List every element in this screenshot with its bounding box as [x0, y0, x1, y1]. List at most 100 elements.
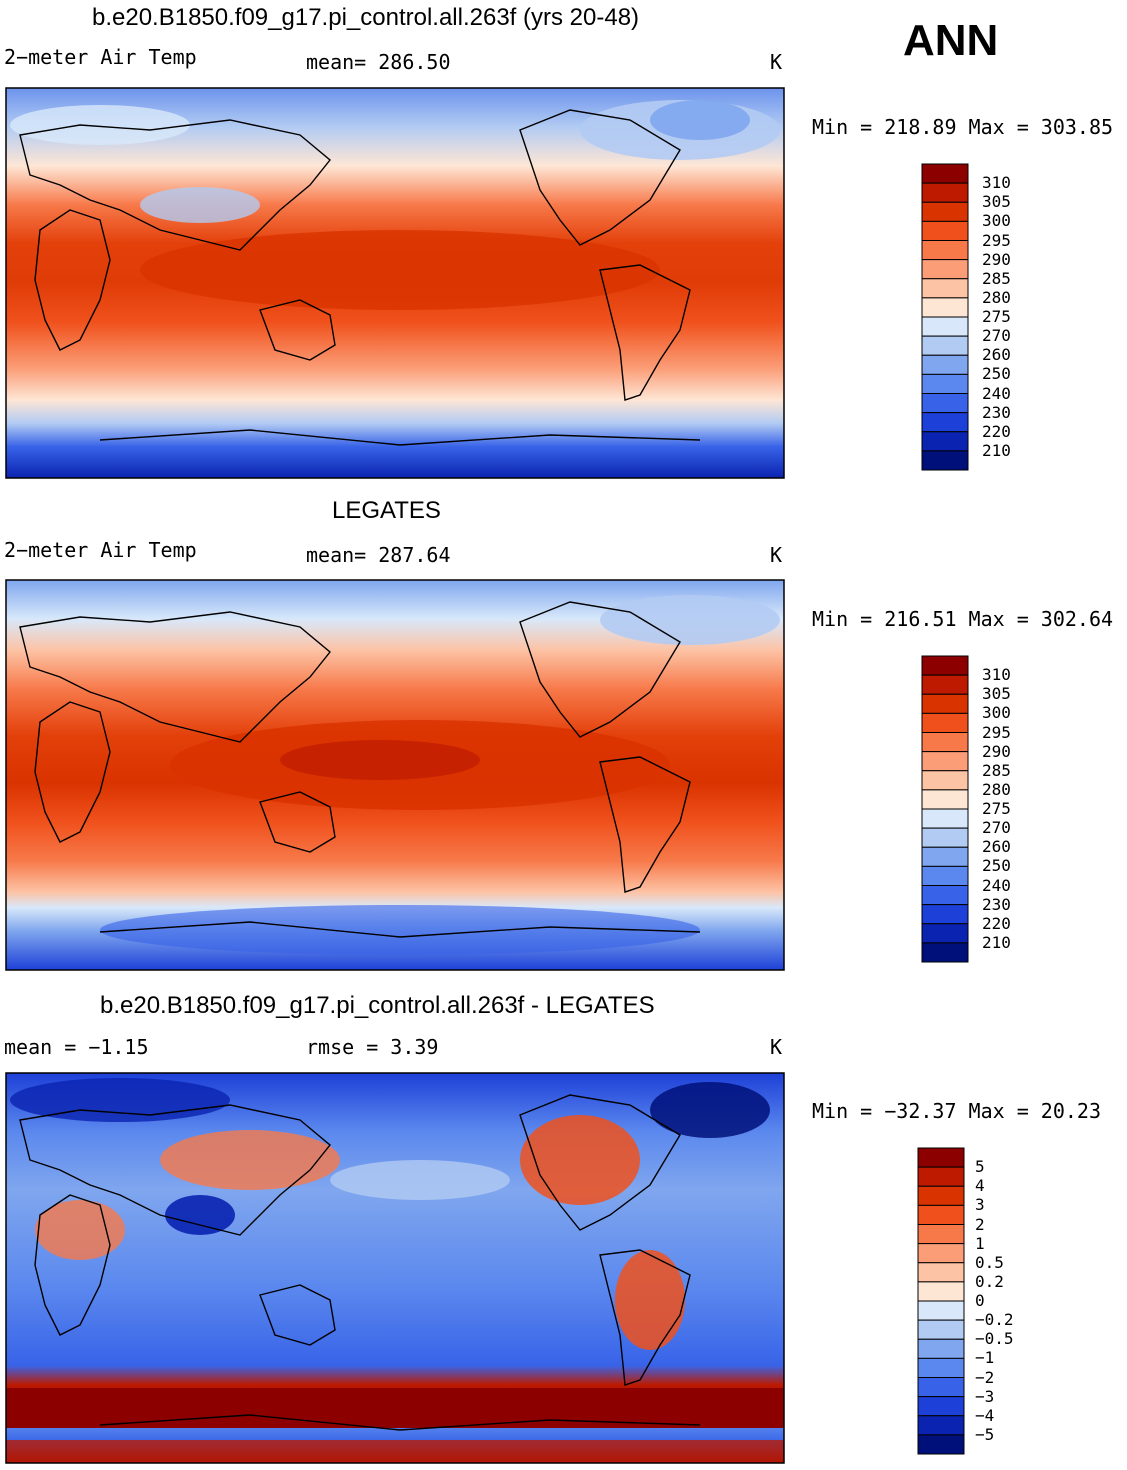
colorbar-box [917, 1147, 965, 1168]
colorbar-tick-label: 250 [982, 364, 1011, 384]
colorbar-tick-label: −1 [975, 1348, 995, 1368]
colorbar-tick-label: 5 [975, 1157, 985, 1177]
colorbar-tick-label: 3 [975, 1195, 985, 1215]
colorbar-box [921, 732, 969, 753]
colorbar-box [921, 885, 969, 906]
colorbar-box [921, 751, 969, 772]
colorbar-box [921, 450, 969, 471]
colorbar-tick-label: 305 [982, 684, 1011, 704]
panel2-variable-label: 2−meter Air Temp [4, 538, 197, 562]
colorbar-tick-label: 290 [982, 249, 1011, 269]
colorbar-tick-label: 285 [982, 760, 1011, 780]
panel3-frame [5, 1072, 785, 1464]
colorbar-box [921, 278, 969, 299]
colorbar-tick-label: 280 [982, 779, 1011, 799]
colorbar-box [921, 904, 969, 925]
panel2-map [6, 580, 784, 970]
colorbar-tick-label: 295 [982, 722, 1011, 742]
colorbar-tick-label: 1 [975, 1233, 985, 1253]
colorbar-box [921, 240, 969, 261]
colorbar-tick-label: 270 [982, 326, 1011, 346]
colorbar-box [921, 220, 969, 241]
panel3-units: K [770, 1035, 783, 1059]
colorbar-box [921, 182, 969, 203]
panel1-units: K [770, 50, 783, 74]
panel1-coastlines [19, 109, 701, 446]
colorbar-tick-label: 300 [982, 703, 1011, 723]
colorbar-tick-label: 300 [982, 211, 1011, 231]
colorbar-box [921, 655, 969, 676]
colorbar-box [917, 1224, 965, 1245]
colorbar-box [917, 1204, 965, 1225]
panel1-variable-label: 2−meter Air Temp [4, 45, 197, 69]
colorbar-tick-label: 0.5 [975, 1252, 1004, 1272]
colorbar-tick-label: 275 [982, 307, 1011, 326]
panel3-colorbar [917, 1147, 965, 1455]
colorbar-tick-label: 4 [975, 1176, 985, 1196]
colorbar-box [917, 1338, 965, 1359]
colorbar-tick-label: −3 [975, 1386, 995, 1406]
colorbar-box [921, 259, 969, 280]
colorbar-tick-label: 240 [982, 875, 1011, 895]
panel2-coastlines [19, 601, 701, 938]
panel1-title: b.e20.B1850.f09_g17.pi_control.all.263f … [92, 4, 640, 31]
panel1-colorbar [921, 163, 969, 471]
colorbar-box [921, 412, 969, 433]
panel1-minmax: Min = 218.89 Max = 303.85 [812, 115, 1114, 139]
colorbar-tick-label: 240 [982, 383, 1011, 403]
colorbar-tick-label: 270 [982, 818, 1011, 838]
colorbar-tick-label: 310 [982, 173, 1011, 193]
colorbar-box [921, 674, 969, 695]
colorbar-tick-label: 220 [982, 421, 1011, 441]
colorbar-box [921, 431, 969, 452]
panel3-coastlines [19, 1094, 701, 1431]
colorbar-tick-label: 280 [982, 287, 1011, 307]
colorbar-box [921, 789, 969, 810]
colorbar-tick-label: 295 [982, 230, 1011, 250]
colorbar-box [921, 923, 969, 944]
colorbar-box [921, 693, 969, 714]
panel2-frame [5, 579, 785, 971]
colorbar-box [917, 1262, 965, 1283]
colorbar-tick-label: −4 [975, 1405, 995, 1425]
panel2-mean-label: mean= 287.64 [306, 543, 451, 567]
colorbar-box [917, 1166, 965, 1187]
panel3-mean-label: mean = −1.15 [4, 1035, 149, 1059]
colorbar-box [921, 808, 969, 829]
panel3-rmse-label: rmse = 3.39 [306, 1035, 439, 1059]
colorbar-tick-label: 230 [982, 894, 1011, 914]
colorbar-box [917, 1396, 965, 1417]
colorbar-box [921, 316, 969, 337]
colorbar-tick-label: 275 [982, 799, 1011, 818]
colorbar-tick-label: 310 [982, 665, 1011, 685]
panel2-colorbar [921, 655, 969, 963]
panel3-title: b.e20.B1850.f09_g17.pi_control.all.263f … [100, 992, 655, 1019]
panel1-map [6, 88, 784, 478]
colorbar-tick-label: −2 [975, 1367, 995, 1387]
panel2-minmax: Min = 216.51 Max = 302.64 [812, 607, 1114, 631]
colorbar-box [921, 297, 969, 318]
colorbar-tick-label: 260 [982, 837, 1011, 857]
colorbar-box [917, 1434, 965, 1455]
colorbar-box [921, 393, 969, 414]
panel3-map [6, 1073, 784, 1463]
panel3-minmax: Min = −32.37 Max = 20.23 [812, 1099, 1101, 1123]
colorbar-tick-label: 0.2 [975, 1271, 1004, 1291]
colorbar-tick-label: 260 [982, 345, 1011, 365]
panel2-units: K [770, 543, 783, 567]
colorbar-tick-label: 220 [982, 913, 1011, 933]
colorbar-box [917, 1415, 965, 1436]
colorbar-tick-label: −0.2 [975, 1310, 1014, 1330]
colorbar-tick-label: −5 [975, 1424, 995, 1444]
colorbar-box [917, 1357, 965, 1378]
colorbar-tick-label: 2 [975, 1214, 985, 1234]
panel1-mean-label: mean= 286.50 [306, 50, 451, 74]
colorbar-tick-label: 285 [982, 268, 1011, 288]
colorbar-tick-label: 250 [982, 856, 1011, 876]
colorbar-box [917, 1281, 965, 1302]
colorbar-box [921, 201, 969, 222]
colorbar-box [917, 1243, 965, 1264]
colorbar-tick-label: 305 [982, 192, 1011, 212]
colorbar-tick-label: 0 [975, 1291, 985, 1310]
